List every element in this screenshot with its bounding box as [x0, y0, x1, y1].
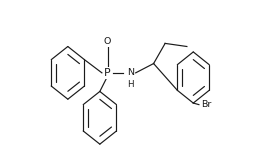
Text: P: P	[104, 68, 111, 78]
Text: Br: Br	[201, 100, 212, 109]
Text: O: O	[104, 37, 111, 46]
Text: N: N	[127, 68, 134, 77]
Text: H: H	[127, 80, 134, 89]
